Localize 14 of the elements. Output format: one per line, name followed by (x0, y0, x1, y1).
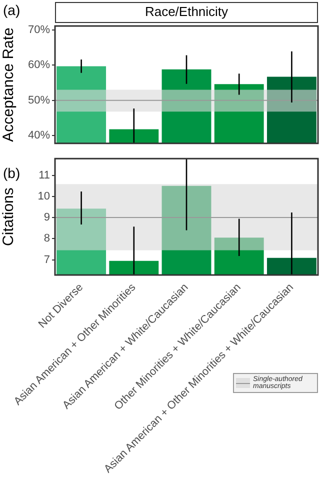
y-axis-title: Citations (0, 188, 18, 246)
y-tick-label: 50% (28, 94, 50, 106)
text: (b) (3, 164, 20, 181)
y-tick-label: 40% (28, 130, 50, 142)
y-tick-label: 11 (38, 169, 50, 182)
y-tick-label: 60% (28, 59, 50, 72)
chart-title: Race/Ethnicity (55, 2, 318, 23)
y-axis-title: Acceptance Rate (0, 28, 18, 142)
y-tick-label: 10 (38, 190, 50, 202)
y-tick-label: 8 (44, 232, 50, 245)
y-tick-label: 9 (44, 212, 50, 224)
text: (a) (3, 2, 20, 18)
y-tick-label: 7 (44, 254, 50, 266)
y-tick-label: 70% (28, 24, 50, 36)
